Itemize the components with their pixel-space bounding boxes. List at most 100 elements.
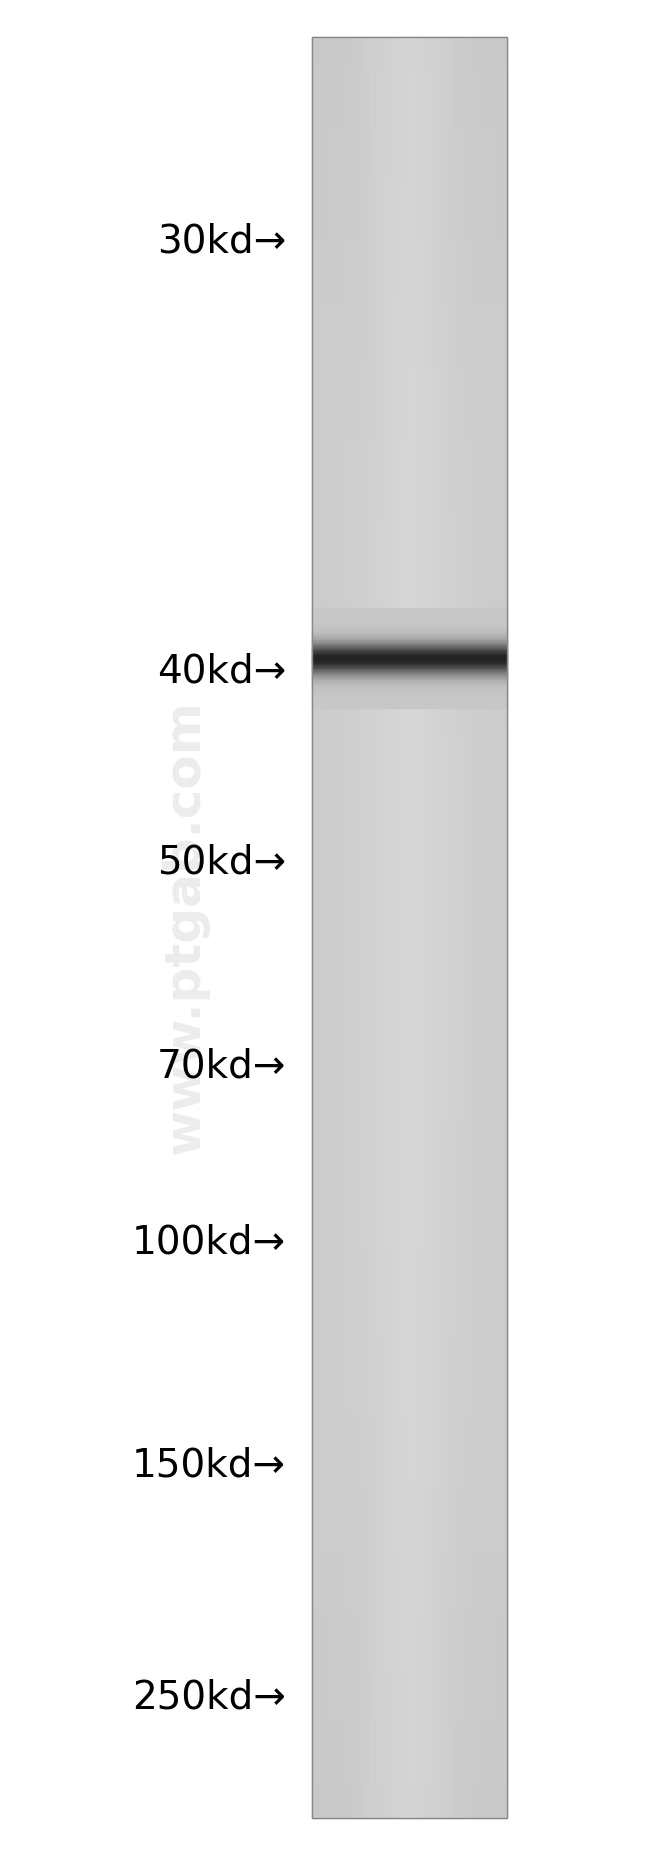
Bar (312, 1117, 507, 1124)
Bar (312, 1629, 507, 1634)
Bar (312, 1551, 507, 1556)
Bar (312, 1605, 507, 1610)
Bar (312, 892, 507, 898)
Bar (312, 1052, 507, 1057)
Bar (312, 1100, 507, 1106)
Bar (312, 96, 507, 102)
Bar (312, 1087, 507, 1094)
Bar (312, 1337, 507, 1343)
Bar (332, 37, 333, 1818)
Bar (312, 898, 507, 903)
Bar (312, 441, 507, 447)
Bar (312, 37, 507, 43)
Bar (312, 620, 507, 625)
Bar (312, 477, 507, 482)
Bar (312, 1278, 507, 1284)
Bar (312, 1254, 507, 1260)
Bar (464, 37, 466, 1818)
Bar (312, 1575, 507, 1580)
Bar (505, 37, 507, 1818)
Bar (312, 1171, 507, 1176)
Bar (312, 672, 507, 679)
Bar (339, 37, 341, 1818)
Bar (312, 167, 507, 174)
Bar (351, 37, 353, 1818)
Bar (312, 121, 507, 126)
Bar (363, 37, 365, 1818)
Bar (353, 37, 355, 1818)
Bar (398, 37, 400, 1818)
Bar (312, 197, 507, 204)
Bar (404, 37, 406, 1818)
Bar (312, 655, 507, 660)
Bar (312, 696, 507, 701)
Bar (312, 1319, 507, 1324)
Bar (312, 1219, 507, 1224)
Bar (312, 501, 507, 506)
Bar (312, 1610, 507, 1616)
Bar (312, 690, 507, 696)
Bar (312, 286, 507, 293)
Bar (312, 571, 507, 577)
Bar (445, 37, 447, 1818)
Bar (396, 37, 398, 1818)
Bar (349, 37, 351, 1818)
Bar (365, 37, 367, 1818)
Bar (312, 909, 507, 916)
Bar (312, 1165, 507, 1171)
Bar (374, 37, 376, 1818)
Bar (312, 809, 507, 814)
Bar (312, 1651, 507, 1658)
Bar (312, 1124, 507, 1130)
Bar (312, 102, 507, 108)
Bar (312, 1640, 507, 1645)
Bar (335, 37, 337, 1818)
Bar (312, 590, 507, 595)
Bar (413, 37, 415, 1818)
Bar (369, 37, 370, 1818)
Bar (312, 755, 507, 761)
Bar (312, 1135, 507, 1141)
Bar (417, 37, 419, 1818)
Bar (312, 963, 507, 968)
Bar (312, 1349, 507, 1354)
Bar (312, 67, 507, 72)
Bar (312, 731, 507, 738)
Bar (312, 1408, 507, 1414)
Text: 30kd→: 30kd→ (157, 223, 286, 260)
Bar (312, 48, 507, 56)
Text: www.ptgab.com: www.ptgab.com (161, 699, 209, 1156)
Bar (408, 37, 410, 1818)
Bar (312, 1070, 507, 1076)
Bar (312, 126, 507, 132)
Bar (312, 352, 507, 358)
Bar (376, 37, 378, 1818)
Bar (312, 1658, 507, 1664)
Bar (312, 1734, 507, 1740)
Bar (312, 998, 507, 1005)
Bar (312, 582, 507, 590)
Bar (312, 1794, 507, 1799)
Bar (390, 37, 392, 1818)
Bar (312, 382, 507, 388)
Bar (312, 280, 507, 286)
Bar (312, 1480, 507, 1486)
Bar (312, 458, 507, 464)
Bar (312, 1634, 507, 1640)
Bar (312, 1378, 507, 1384)
Bar (312, 1556, 507, 1562)
Bar (312, 1384, 507, 1391)
Bar (443, 37, 445, 1818)
Bar (312, 666, 507, 672)
Bar (312, 1562, 507, 1569)
Bar (312, 56, 507, 61)
Bar (312, 850, 507, 857)
Bar (312, 1699, 507, 1705)
Bar (312, 345, 507, 352)
Bar (312, 774, 507, 779)
Bar (312, 542, 507, 547)
Bar (312, 553, 507, 560)
Bar (312, 531, 507, 536)
Bar (312, 1391, 507, 1397)
Bar (421, 37, 423, 1818)
